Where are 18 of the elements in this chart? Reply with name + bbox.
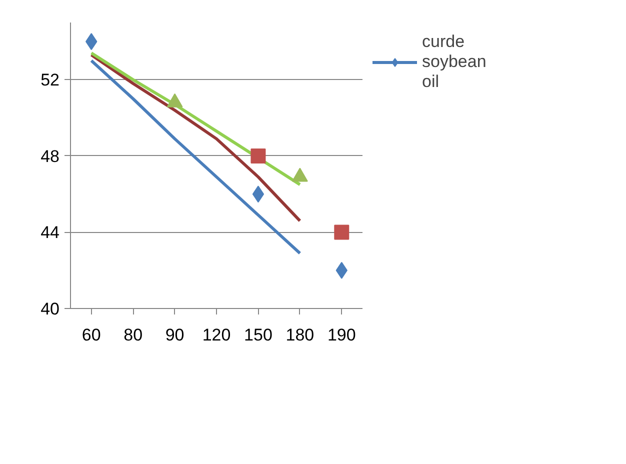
x-tick-label: 180 <box>286 326 314 344</box>
x-tick-label: 190 <box>327 326 356 344</box>
x-tick-label: 150 <box>244 326 272 344</box>
point <box>250 148 266 164</box>
line-series <box>90 52 302 186</box>
line-series <box>90 59 302 255</box>
y-tick-label: 48 <box>40 146 60 166</box>
x-tick-label: 60 <box>82 326 101 344</box>
x-tick-label: 120 <box>202 326 231 344</box>
line-series <box>90 53 302 222</box>
y-tick-label: 40 <box>40 300 60 318</box>
y-tick-label: 44 <box>40 223 60 242</box>
x-tick-label: 80 <box>124 326 143 344</box>
point <box>334 224 350 240</box>
y-tick-label: 52 <box>40 70 60 90</box>
point <box>252 186 264 203</box>
legend-label: curde soybean oil <box>422 32 486 92</box>
x-tick-label: 90 <box>165 326 184 344</box>
